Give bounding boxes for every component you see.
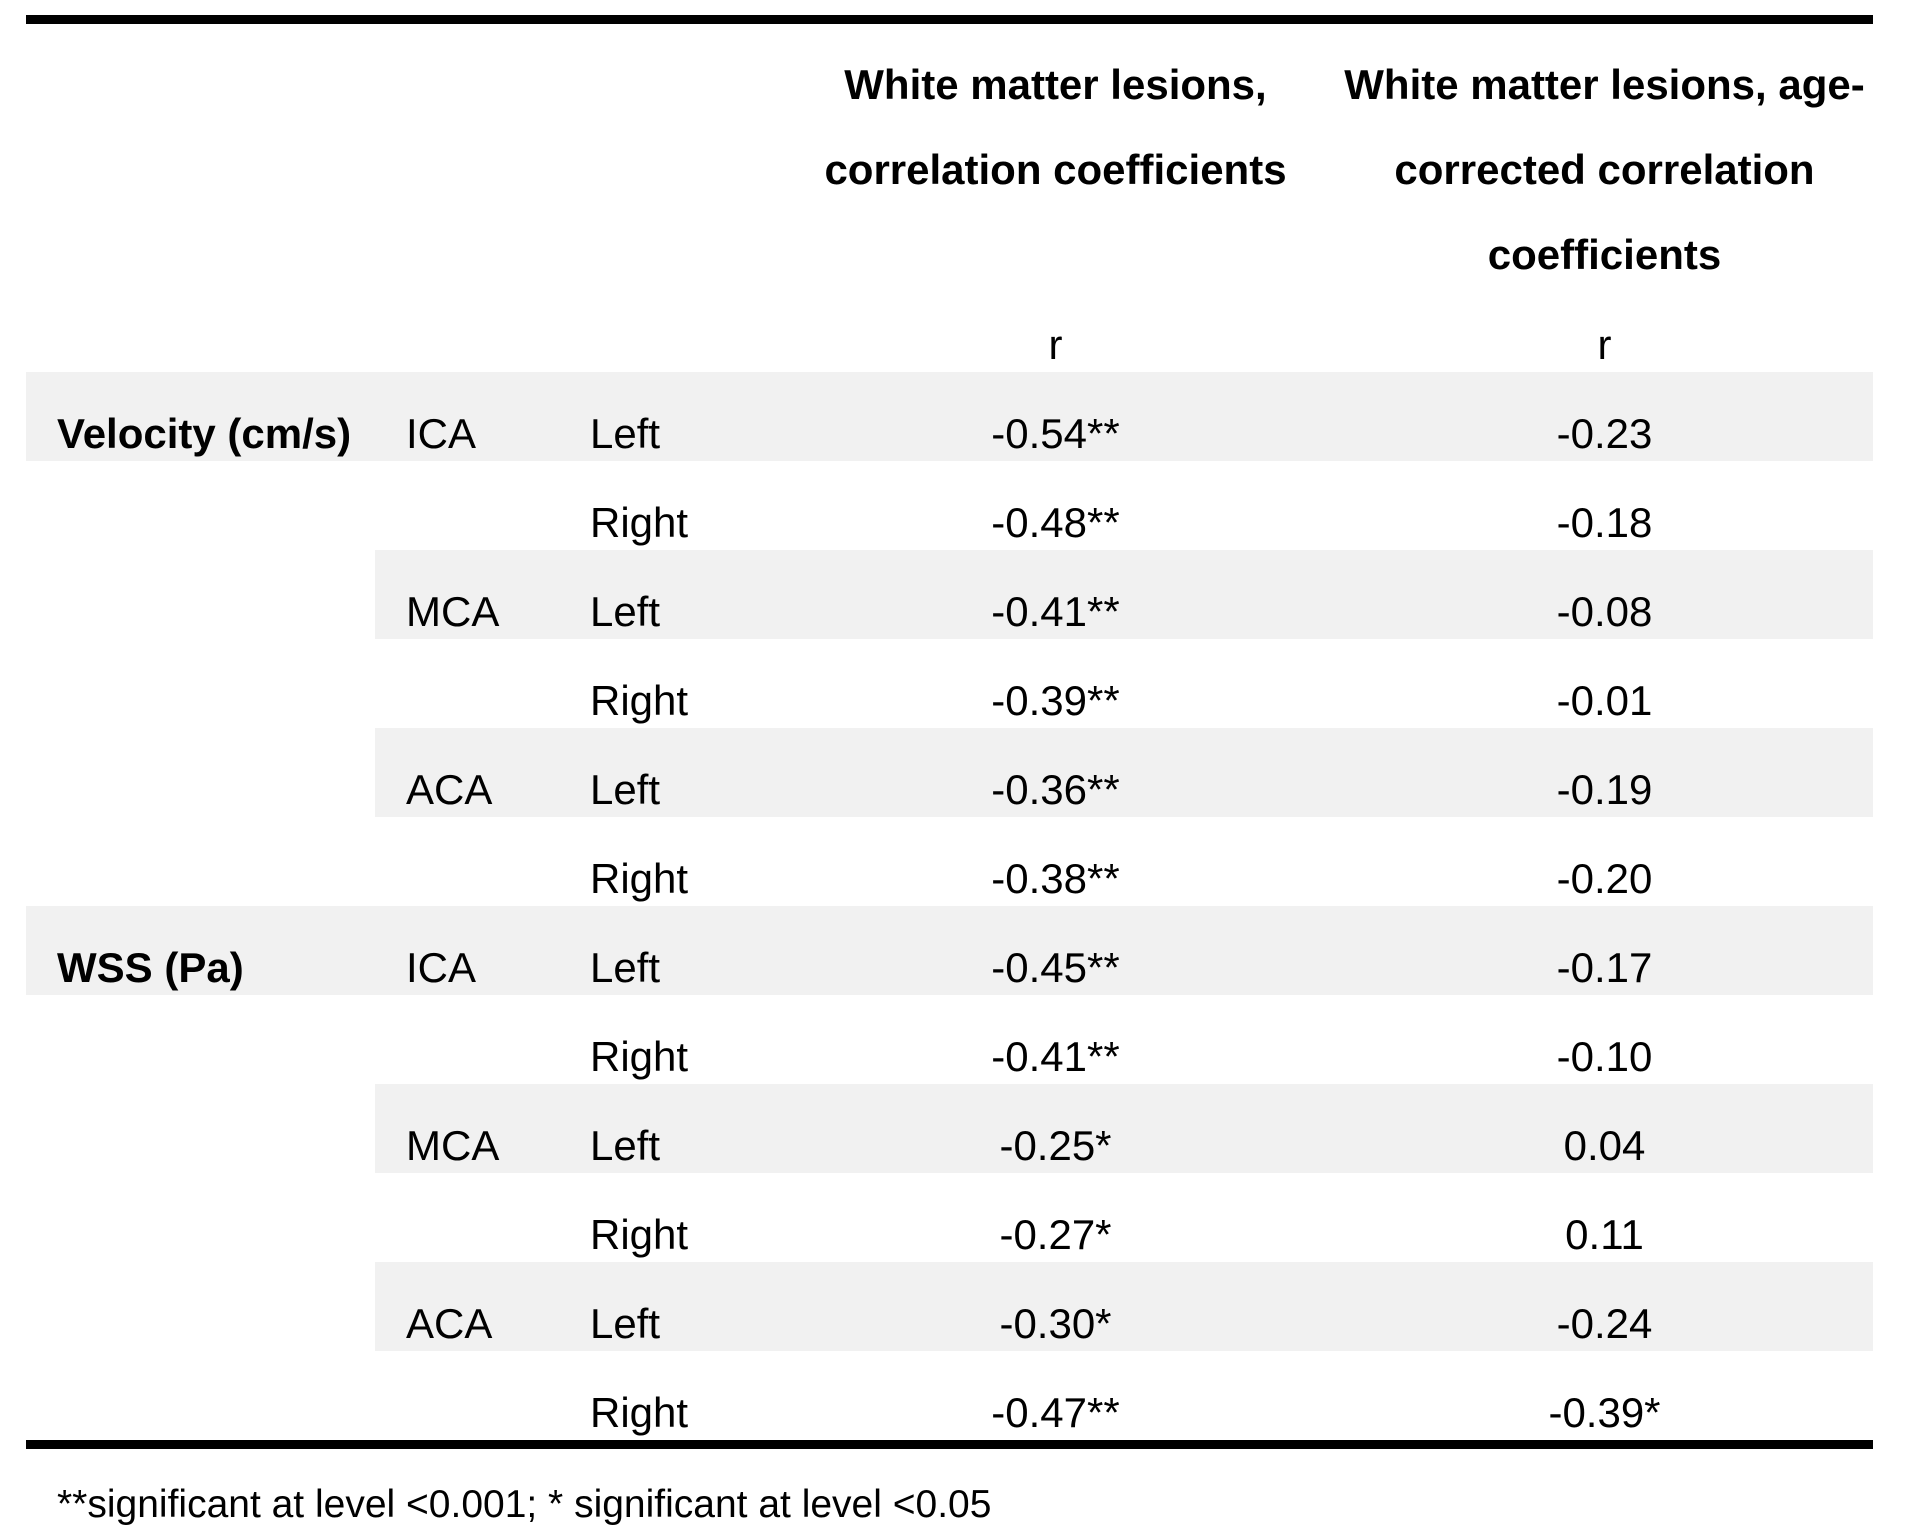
- r-value-cell: -0.45**: [775, 906, 1336, 995]
- r-age-value-cell: -0.10: [1556, 1033, 1653, 1080]
- side-cell: Right: [590, 677, 689, 724]
- r-age-value-cell: 0.11: [1565, 1211, 1644, 1258]
- table-row: Right -0.47** -0.39*: [26, 1351, 1873, 1440]
- r-value-cell: -0.41**: [775, 550, 1336, 639]
- table-row: WSS (Pa) ICA Left -0.45** -0.17: [26, 906, 1873, 995]
- artery-cell: [375, 995, 560, 1084]
- artery-cell: [375, 817, 560, 906]
- artery-cell: [375, 461, 560, 550]
- side-cell: Right: [590, 1033, 689, 1080]
- r-age-value-cell: -0.20: [1556, 855, 1653, 902]
- header-spacer-measure: [26, 24, 375, 283]
- artery-cell: ACA: [375, 728, 560, 817]
- r-value-cell: -0.39**: [991, 677, 1120, 724]
- artery-cell: MCA: [375, 550, 560, 639]
- side-cell: Right: [590, 499, 689, 546]
- r-sublabel: r: [1048, 321, 1063, 368]
- side-cell: Right: [590, 855, 689, 902]
- header-line: White matter lesions, age-: [1344, 61, 1865, 108]
- table-row: MCA Left -0.41** -0.08: [26, 550, 1873, 639]
- header-line: correlation coefficients: [824, 146, 1287, 193]
- r-age-value-cell: 0.04: [1336, 1084, 1873, 1173]
- r-age-value-cell: -0.18: [1556, 499, 1653, 546]
- r-age-value-cell: -0.08: [1336, 550, 1873, 639]
- measure-cell: [26, 1173, 375, 1262]
- side-cell: Left: [560, 906, 775, 995]
- header-spacer-side: [560, 24, 775, 283]
- measure-cell: [26, 817, 375, 906]
- measure-cell: WSS (Pa): [26, 906, 375, 995]
- table-row: Right -0.27* 0.11: [26, 1173, 1873, 1262]
- artery-cell: ICA: [375, 372, 560, 461]
- measure-cell: [26, 1262, 375, 1351]
- header-line: corrected correlation: [1394, 146, 1815, 193]
- r-sublabel-row: r r: [26, 283, 1873, 372]
- header-cell-wml: White matter lesions, correlation coeffi…: [775, 24, 1336, 283]
- table-body: Velocity (cm/s) ICA Left -0.54** -0.23 Right -…: [26, 372, 1873, 1440]
- side-cell: Right: [590, 1389, 689, 1436]
- table-row: Right -0.39** -0.01: [26, 639, 1873, 728]
- header-cell-wml-age: White matter lesions, age- corrected cor…: [1336, 24, 1873, 283]
- r-value-cell: -0.25*: [775, 1084, 1336, 1173]
- table-row: ACA Left -0.36** -0.19: [26, 728, 1873, 817]
- side-cell: Left: [560, 1084, 775, 1173]
- artery-cell: MCA: [375, 1084, 560, 1173]
- side-cell: Left: [560, 372, 775, 461]
- r-value-cell: -0.47**: [991, 1389, 1120, 1436]
- r-value-cell: -0.38**: [991, 855, 1120, 902]
- r-age-value-cell: -0.39*: [1548, 1389, 1661, 1436]
- r-value-cell: -0.48**: [991, 499, 1120, 546]
- table-row: Velocity (cm/s) ICA Left -0.54** -0.23: [26, 372, 1873, 461]
- header-spacer-artery: [375, 24, 560, 283]
- measure-cell: [26, 728, 375, 817]
- measure-cell: [26, 461, 375, 550]
- side-cell: Left: [560, 1262, 775, 1351]
- measure-cell: [26, 1084, 375, 1173]
- table-row: Right -0.38** -0.20: [26, 817, 1873, 906]
- table-header-row: White matter lesions, correlation coeffi…: [26, 24, 1873, 283]
- table-row: ACA Left -0.30* -0.24: [26, 1262, 1873, 1351]
- r-value-cell: -0.36**: [775, 728, 1336, 817]
- artery-cell: [375, 1351, 560, 1440]
- table-footnote: **significant at level <0.001; * signifi…: [57, 1483, 992, 1526]
- side-cell: Right: [590, 1211, 689, 1258]
- artery-cell: [375, 639, 560, 728]
- r-sublabel-spacer: [26, 283, 375, 372]
- artery-cell: [375, 1173, 560, 1262]
- correlation-table: White matter lesions, correlation coeffi…: [26, 15, 1873, 1449]
- side-cell: Left: [560, 550, 775, 639]
- table-row: MCA Left -0.25* 0.04: [26, 1084, 1873, 1173]
- header-line: coefficients: [1487, 231, 1722, 278]
- header-line: White matter lesions,: [844, 61, 1267, 108]
- measure-cell: [26, 1351, 375, 1440]
- measure-cell: [26, 639, 375, 728]
- measure-cell: [26, 550, 375, 639]
- r-sublabel-spacer: [375, 283, 560, 372]
- measure-cell: Velocity (cm/s): [26, 372, 375, 461]
- table-row: Right -0.41** -0.10: [26, 995, 1873, 1084]
- artery-cell: ICA: [375, 906, 560, 995]
- r-age-value-cell: -0.01: [1556, 677, 1653, 724]
- r-value-cell: -0.54**: [775, 372, 1336, 461]
- r-value-cell: -0.41**: [991, 1033, 1120, 1080]
- artery-cell: ACA: [375, 1262, 560, 1351]
- r-value-cell: -0.27*: [999, 1211, 1112, 1258]
- r-age-value-cell: -0.19: [1336, 728, 1873, 817]
- r-sublabel-spacer: [560, 283, 775, 372]
- r-value-cell: -0.30*: [775, 1262, 1336, 1351]
- r-age-value-cell: -0.23: [1336, 372, 1873, 461]
- measure-cell: [26, 995, 375, 1084]
- r-age-value-cell: -0.24: [1336, 1262, 1873, 1351]
- r-age-value-cell: -0.17: [1336, 906, 1873, 995]
- side-cell: Left: [560, 728, 775, 817]
- r-sublabel: r: [1597, 321, 1612, 368]
- table-row: Right -0.48** -0.18: [26, 461, 1873, 550]
